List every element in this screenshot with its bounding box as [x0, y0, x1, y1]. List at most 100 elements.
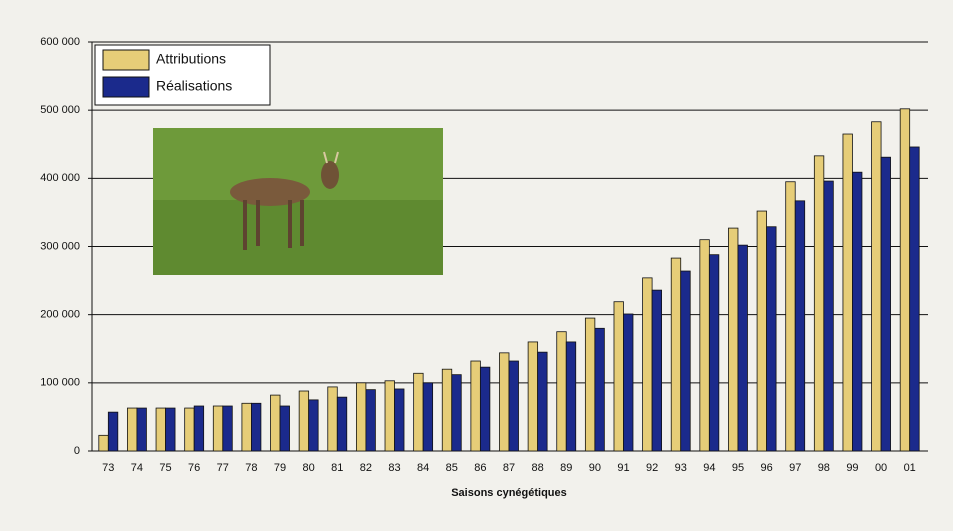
bar [786, 182, 796, 451]
bar [385, 381, 395, 451]
bar [194, 406, 204, 451]
x-tick-label: 85 [446, 462, 458, 474]
x-tick-label: 76 [188, 462, 200, 474]
x-tick-label: 94 [703, 462, 715, 474]
deer-head [321, 161, 339, 189]
bar [185, 408, 195, 451]
bar [671, 258, 681, 451]
x-tick-label: 97 [789, 462, 801, 474]
bar [814, 156, 824, 451]
bar [242, 403, 252, 451]
bar [108, 412, 118, 451]
bar [881, 157, 891, 451]
bar [767, 227, 777, 451]
bar [824, 181, 834, 451]
bar [251, 403, 261, 451]
x-tick-label: 78 [245, 462, 257, 474]
legend-label: Réalisations [156, 78, 232, 94]
x-tick-label: 00 [875, 462, 887, 474]
bar [471, 361, 481, 451]
x-tick-label: 77 [217, 462, 229, 474]
x-tick-label: 87 [503, 462, 515, 474]
bar [99, 435, 109, 451]
x-tick-label: 82 [360, 462, 372, 474]
x-tick-label: 01 [904, 462, 916, 474]
x-tick-label: 81 [331, 462, 343, 474]
photo-grass [153, 200, 443, 275]
bar [223, 406, 233, 451]
y-tick-label: 600 000 [40, 36, 80, 48]
bar [480, 367, 490, 451]
y-tick-label: 300 000 [40, 240, 80, 252]
x-tick-label: 83 [388, 462, 400, 474]
bar [910, 147, 920, 451]
x-tick-label: 91 [617, 462, 629, 474]
bar [213, 406, 223, 451]
x-tick-label: 80 [303, 462, 315, 474]
x-tick-label: 93 [675, 462, 687, 474]
x-tick-label: 74 [131, 462, 143, 474]
bar [395, 389, 405, 451]
bar [614, 302, 624, 451]
bar [557, 332, 567, 451]
bar [652, 290, 662, 451]
x-tick-label: 86 [474, 462, 486, 474]
legend-swatch [103, 50, 149, 70]
bar [900, 109, 910, 451]
x-tick-label: 89 [560, 462, 572, 474]
bar [309, 400, 319, 451]
bar [299, 391, 309, 451]
bar [738, 245, 748, 451]
bar [166, 408, 176, 451]
x-tick-label: 90 [589, 462, 601, 474]
x-tick-label: 79 [274, 462, 286, 474]
bar [643, 278, 653, 451]
x-tick-label: 84 [417, 462, 429, 474]
photo [153, 128, 443, 275]
x-tick-label: 73 [102, 462, 114, 474]
bar [728, 228, 738, 451]
bar [328, 387, 338, 451]
x-tick-label: 98 [818, 462, 830, 474]
y-tick-label: 500 000 [40, 104, 80, 116]
bar [366, 390, 376, 451]
legend-swatch [103, 77, 149, 97]
chart: Saisons cynégétiques 0100 000200 000300 … [0, 0, 953, 531]
legend: Attributions Réalisations [95, 45, 270, 105]
bar [414, 373, 424, 451]
bar [127, 408, 136, 451]
bar [538, 352, 548, 451]
x-axis-label: Saisons cynégétiques [451, 487, 567, 499]
y-tick-label: 100 000 [40, 377, 80, 389]
legend-label: Attributions [156, 51, 226, 67]
bar [585, 318, 595, 451]
x-tick-label: 75 [159, 462, 171, 474]
bar [872, 122, 882, 451]
bar [843, 134, 853, 451]
x-tick-label: 99 [846, 462, 858, 474]
bar [528, 342, 538, 451]
y-tick-label: 400 000 [40, 172, 80, 184]
x-tick-label: 88 [531, 462, 543, 474]
deer-body [230, 178, 310, 206]
bar [852, 172, 862, 451]
bar [709, 255, 719, 451]
bar [271, 395, 281, 451]
bar [452, 375, 462, 451]
bar [337, 397, 347, 451]
bar [700, 240, 710, 451]
bar [795, 201, 805, 451]
y-tick-label: 0 [74, 445, 80, 457]
bar [509, 361, 519, 451]
bar [423, 383, 433, 451]
bar [156, 408, 166, 451]
x-tick-label: 92 [646, 462, 658, 474]
bar [356, 383, 366, 451]
bar [280, 406, 290, 451]
bar [623, 314, 633, 451]
bar [595, 328, 605, 451]
bar [757, 211, 767, 451]
bar [500, 353, 510, 451]
x-tick-label: 96 [760, 462, 772, 474]
bar [566, 342, 576, 451]
